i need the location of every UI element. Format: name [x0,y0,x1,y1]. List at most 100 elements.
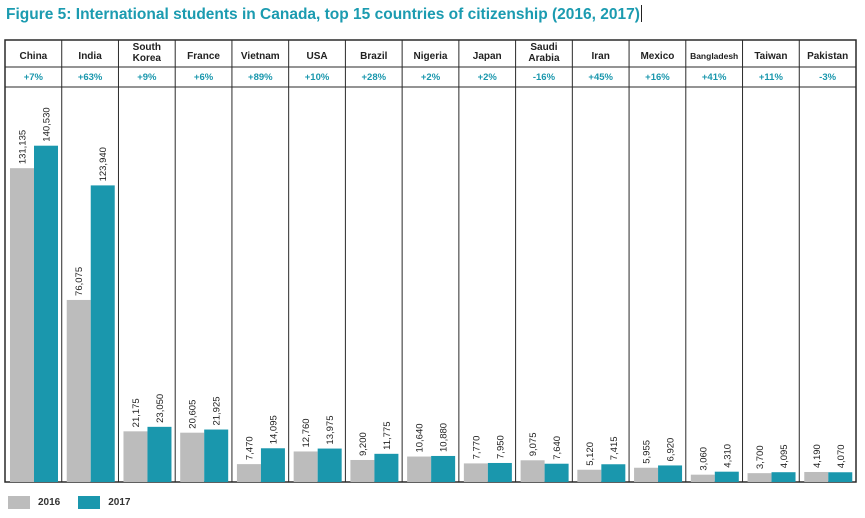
bar-2016-india [66,299,91,482]
category-label-iran: Iran [592,51,610,62]
change-label-south-korea: +9% [137,72,157,83]
bar-2016-taiwan [747,473,772,482]
category-label-bangladesh: Bangladesh [690,51,738,61]
value-label-2017-france: 21,925 [212,396,223,425]
value-label-2016-brazil: 9,200 [358,432,369,456]
change-label-usa: +10% [305,72,330,83]
bar-2017-france [204,429,229,482]
bar-2017-taiwan [771,472,796,482]
bar-2017-south-korea [147,426,172,482]
chart-title: Figure 5: International students in Cana… [6,5,642,23]
value-label-2016-india: 76,075 [74,267,85,296]
change-label-pakistan: -3% [819,72,836,83]
value-label-2017-japan: 7,950 [495,435,506,459]
change-label-india: +63% [78,72,103,83]
legend-label-2017: 2017 [108,497,131,508]
bar-2017-iran [601,464,626,482]
change-label-brazil: +28% [361,72,386,83]
bar-2016-pakistan [804,471,829,482]
category-label-china: China [19,51,47,62]
legend-item-2016: 2016 [8,496,60,509]
value-label-2017-mexico: 6,920 [666,438,677,462]
value-label-2017-taiwan: 4,095 [779,444,790,468]
value-label-2017-china: 140,530 [42,107,53,141]
change-label-china: +7% [24,72,44,83]
bar-2017-usa [317,448,342,482]
value-label-2017-south-korea: 23,050 [155,394,166,423]
bar-2017-brazil [374,453,399,482]
legend: 2016 2017 [8,496,149,509]
category-label-france: France [187,51,220,62]
bar-2017-pakistan [828,472,853,482]
category-label-india: India [78,51,102,62]
value-label-2016-china: 131,135 [18,130,29,164]
bar-2017-mexico [658,465,683,482]
value-label-2016-pakistan: 4,190 [812,444,823,468]
legend-swatch-2017 [78,496,101,509]
value-label-2017-usa: 13,975 [325,415,336,444]
legend-item-2017: 2017 [78,496,131,509]
category-label-taiwan: Taiwan [754,51,787,62]
value-label-2016-taiwan: 3,700 [755,445,766,469]
legend-swatch-2016 [8,496,30,509]
change-label-mexico: +16% [645,72,670,83]
legend-label-2016: 2016 [38,497,61,508]
category-label-mexico: Mexico [640,51,674,62]
category-label-japan: Japan [473,51,502,62]
value-label-2016-bangladesh: 3,060 [698,447,709,471]
change-label-taiwan: +11% [759,72,784,83]
category-label-brazil: Brazil [360,51,387,62]
change-label-bangladesh: +41% [702,72,727,83]
change-label-vietnam: +89% [248,72,273,83]
change-label-iran: +45% [588,72,613,83]
value-label-2017-bangladesh: 4,310 [722,444,733,468]
bar-2016-saudi-arabia [520,460,545,482]
bar-2017-vietnam [260,448,285,482]
bar-2017-saudi-arabia [544,463,569,482]
bar-2016-vietnam [236,464,261,482]
bar-2017-india [90,185,115,483]
bar-2016-brazil [350,459,375,482]
value-label-2016-mexico: 5,955 [642,440,653,464]
value-label-2016-vietnam: 7,470 [244,436,255,460]
change-label-nigeria: +2% [421,72,441,83]
category-label-pakistan: Pakistan [807,51,848,62]
change-label-france: +6% [194,72,214,83]
bar-2017-china [34,145,58,482]
value-label-2016-france: 20,605 [188,400,199,429]
value-label-2016-japan: 7,770 [471,436,482,460]
value-label-2017-brazil: 11,775 [382,421,393,449]
category-label-saudi-arabia: Saudi Arabia [528,42,560,64]
bar-2016-bangladesh [690,474,715,482]
value-label-2016-usa: 12,760 [301,418,312,447]
value-label-2017-nigeria: 10,880 [439,423,450,452]
category-label-vietnam: Vietnam [241,51,280,62]
bar-2016-japan [463,463,488,482]
value-label-2017-pakistan: 4,070 [836,444,847,468]
value-label-2016-iran: 5,120 [585,442,596,466]
bar-2016-nigeria [407,456,432,482]
bar-2016-usa [293,451,318,482]
bar-2017-nigeria [431,455,456,482]
category-label-nigeria: Nigeria [414,51,448,62]
bar-2016-south-korea [123,431,148,482]
value-label-2016-nigeria: 10,640 [415,423,426,452]
text-cursor [640,5,642,22]
change-label-japan: +2% [478,72,498,83]
bar-2016-china [10,168,34,483]
value-label-2017-india: 123,940 [98,147,109,181]
bar-2016-iran [577,469,602,482]
bar-2016-mexico [634,467,659,482]
value-label-2017-iran: 7,415 [609,436,620,460]
change-label-saudi-arabia: -16% [533,72,556,83]
value-label-2016-south-korea: 21,175 [131,398,142,427]
value-label-2017-vietnam: 14,095 [268,415,279,444]
bar-2017-japan [487,462,512,482]
category-label-usa: USA [306,51,327,62]
value-label-2017-saudi-arabia: 7,640 [552,436,563,460]
value-label-2016-saudi-arabia: 9,075 [528,433,539,457]
bar-2016-france [180,432,205,482]
bar-2017-bangladesh [714,471,739,482]
category-label-south-korea: South Korea [133,42,162,64]
